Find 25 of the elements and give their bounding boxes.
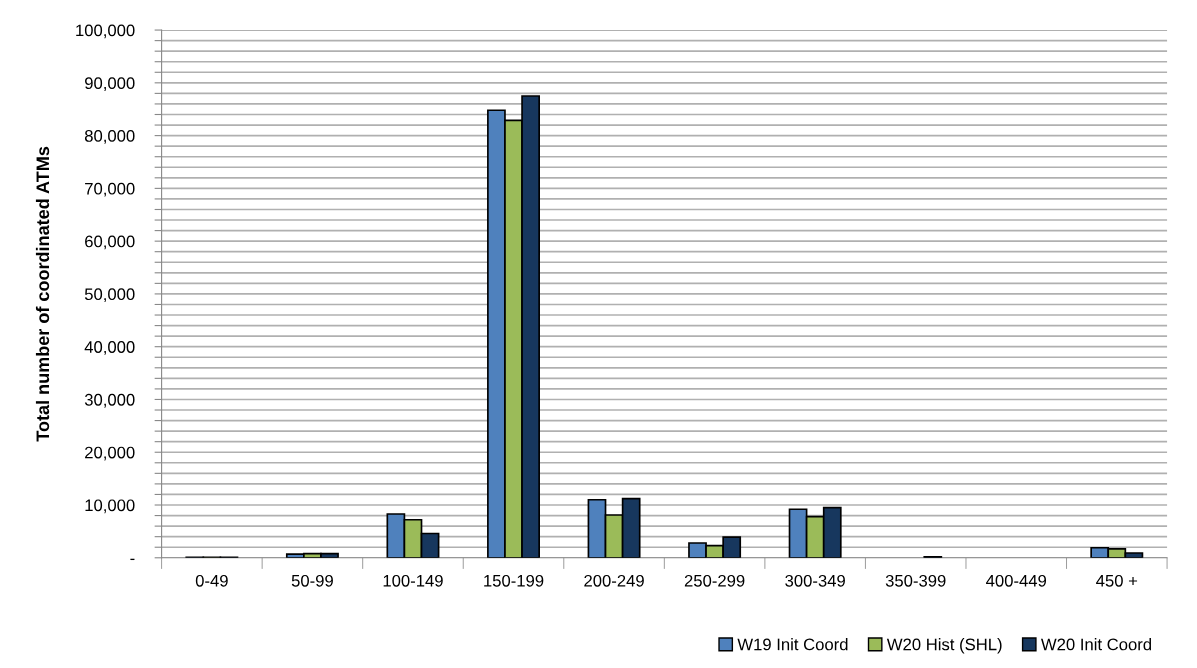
x-tick-label: 400-449 xyxy=(986,574,1047,587)
y-tick-label: 30,000 xyxy=(84,393,135,408)
y-tick-label: 70,000 xyxy=(85,182,135,197)
legend-label: W20 Hist (SHL) xyxy=(886,638,1002,654)
x-tick-label: 150-199 xyxy=(484,574,544,587)
x-tick-label: 350-399 xyxy=(885,574,946,587)
legend-label: W20 Init Coord xyxy=(1041,638,1152,651)
x-tick-label: 250-299 xyxy=(684,574,745,587)
legend-label: W19 Init Coord xyxy=(737,638,848,651)
y-tick-label: 60,000 xyxy=(85,235,135,250)
x-tick-label: 450 + xyxy=(1096,574,1138,587)
x-tick-label: 200-249 xyxy=(584,574,644,587)
y-tick-label: 40,000 xyxy=(84,341,135,355)
x-tick-label: 0-49 xyxy=(195,574,228,587)
y-axis-title: Total number of coordinated ATMs xyxy=(35,146,50,442)
y-tick-label: 50,000 xyxy=(84,288,135,303)
y-tick-label: - xyxy=(130,558,135,561)
y-tick-label: 90,000 xyxy=(85,77,135,91)
y-tick-label: 100,000 xyxy=(76,24,135,39)
y-tick-label: 20,000 xyxy=(85,446,135,461)
x-tick-label: 300-349 xyxy=(785,574,845,587)
y-tick-label: 10,000 xyxy=(85,499,135,514)
x-tick-label: 100-149 xyxy=(383,574,443,587)
y-tick-label: 80,000 xyxy=(84,130,135,144)
x-tick-label: 50-99 xyxy=(291,574,333,587)
